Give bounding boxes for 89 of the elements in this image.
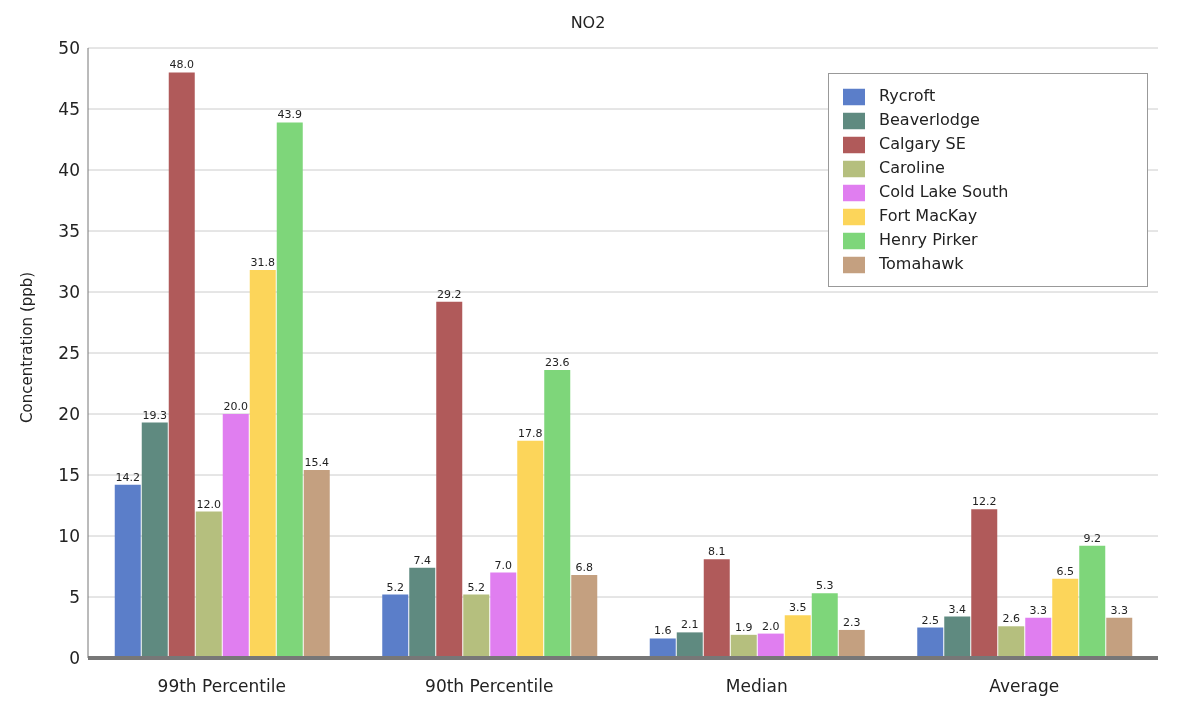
legend-label: Rycroft — [879, 86, 936, 105]
data-label: 2.5 — [921, 613, 939, 627]
bar — [463, 594, 490, 658]
bar — [517, 440, 544, 658]
bar — [436, 301, 463, 658]
data-label: 2.6 — [1002, 612, 1020, 626]
bar — [1106, 617, 1133, 658]
y-tick-label: 45 — [58, 99, 80, 120]
x-tick-label: 99th Percentile — [157, 676, 286, 697]
y-tick-label: 40 — [58, 160, 80, 181]
y-tick-label: 10 — [58, 526, 80, 547]
legend-label: Calgary SE — [879, 134, 966, 153]
data-label: 7.0 — [494, 558, 512, 572]
data-label: 5.2 — [386, 580, 404, 594]
data-label: 3.3 — [1029, 603, 1047, 617]
legend-label: Beaverlodge — [879, 110, 980, 129]
data-label: 3.4 — [948, 602, 966, 616]
legend-label: Tomahawk — [879, 254, 964, 273]
data-label: 5.2 — [467, 580, 485, 594]
data-label: 3.5 — [789, 601, 807, 615]
bar — [195, 511, 222, 658]
bar — [971, 509, 998, 658]
data-label: 17.8 — [518, 426, 543, 440]
bar — [249, 270, 276, 658]
y-tick-label: 50 — [58, 38, 80, 59]
y-tick-label: 5 — [69, 587, 80, 608]
bar — [917, 627, 944, 658]
data-label: 19.3 — [142, 408, 167, 422]
data-label: 2.3 — [843, 615, 861, 629]
data-label: 20.0 — [223, 400, 248, 413]
bar — [1079, 545, 1106, 658]
legend-label: Cold Lake South — [879, 182, 1009, 201]
bar — [944, 616, 971, 658]
x-tick-label: Median — [725, 676, 788, 697]
data-label: 43.9 — [277, 108, 302, 122]
data-label: 7.4 — [413, 553, 431, 567]
legend-label: Fort MacKay — [879, 206, 978, 225]
bar — [1052, 578, 1079, 658]
data-label: 31.8 — [250, 256, 275, 270]
legend-label: Henry Pirker — [879, 230, 978, 249]
bar — [838, 629, 865, 658]
y-tick-label: 35 — [58, 221, 80, 242]
data-label: 8.1 — [708, 545, 726, 559]
bar — [757, 633, 784, 658]
legend-label: Caroline — [879, 158, 945, 177]
bar — [571, 575, 598, 658]
x-tick-label: Average — [989, 676, 1060, 697]
data-label: 12.2 — [972, 495, 997, 509]
bar — [276, 122, 303, 658]
data-label: 6.5 — [1056, 564, 1074, 578]
y-tick-label: 15 — [58, 465, 80, 486]
y-axis-title: Concentration (ppb) — [18, 271, 37, 423]
data-label: 23.6 — [545, 356, 570, 370]
y-tick-label: 30 — [58, 282, 80, 303]
data-label: 12.0 — [196, 497, 221, 511]
bar — [998, 626, 1025, 658]
bar — [676, 632, 703, 658]
data-label: 15.4 — [304, 456, 329, 470]
bar — [141, 422, 168, 658]
chart-title: NO2 — [569, 12, 607, 34]
data-label: 1.9 — [735, 620, 753, 634]
bar — [168, 72, 195, 658]
y-tick-label: 25 — [58, 343, 80, 364]
data-label: 1.6 — [654, 624, 672, 638]
y-tick-label: 20 — [58, 404, 80, 425]
bar — [703, 559, 730, 658]
bar — [222, 414, 249, 658]
data-label: 2.1 — [681, 618, 699, 632]
data-label: 48.0 — [169, 58, 194, 72]
bar — [409, 567, 436, 658]
data-label: 14.2 — [115, 470, 140, 484]
bar — [730, 634, 757, 658]
bar — [114, 484, 141, 658]
bar — [1025, 617, 1052, 658]
data-label: 29.2 — [437, 287, 462, 301]
data-label: 2.0 — [762, 619, 780, 633]
bar — [649, 638, 676, 658]
data-label: 5.3 — [816, 579, 834, 593]
data-label: 6.8 — [575, 561, 593, 575]
x-tick-label: 90th Percentile — [425, 676, 554, 697]
bar — [811, 593, 838, 658]
bar — [544, 370, 571, 658]
bar — [490, 572, 517, 658]
data-label: 3.3 — [1110, 603, 1128, 617]
y-tick-label: 0 — [69, 648, 80, 669]
bar — [303, 470, 330, 658]
bar — [784, 615, 811, 658]
bar — [382, 594, 409, 658]
data-label: 9.2 — [1083, 531, 1101, 545]
